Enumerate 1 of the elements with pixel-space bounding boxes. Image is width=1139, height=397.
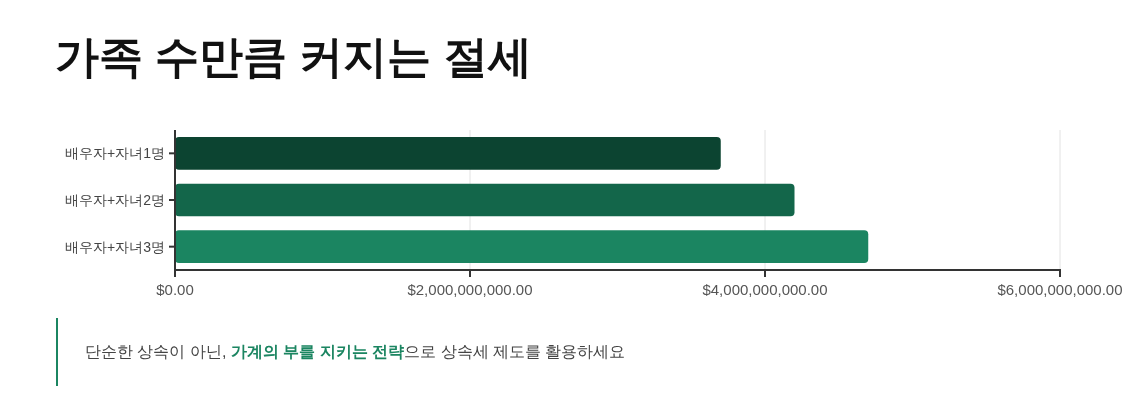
title: 가족 수만큼 커지는 절세 xyxy=(55,32,532,81)
